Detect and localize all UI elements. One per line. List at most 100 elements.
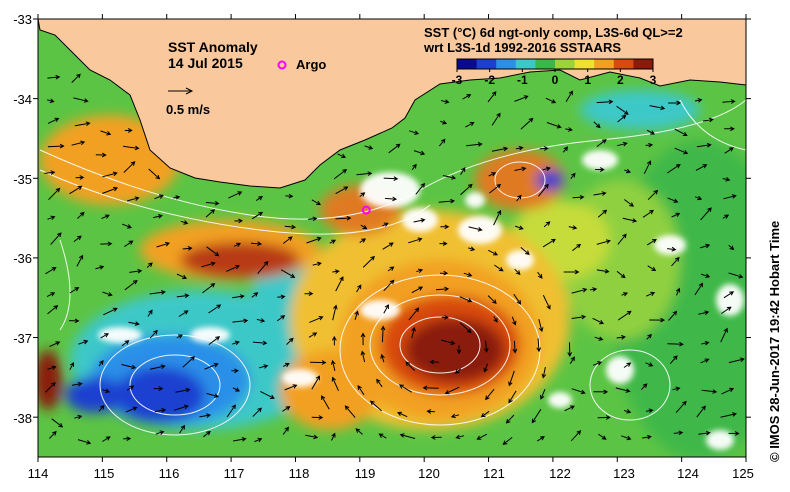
product-description-1: SST (°C) 6d ngt-only comp, L3S-6d QL>=2	[424, 25, 683, 40]
velocity-arrow	[121, 364, 137, 370]
velocity-arrow	[537, 271, 543, 279]
velocity-arrow	[102, 436, 111, 442]
velocity-arrow	[309, 316, 324, 323]
velocity-arrow	[335, 186, 349, 195]
velocity-arrow	[208, 336, 221, 346]
velocity-arrow	[491, 112, 501, 126]
x-tick-label: 122	[549, 466, 571, 481]
velocity-arrow	[696, 405, 706, 418]
y-tick-label: -34	[13, 92, 32, 107]
velocity-arrow	[668, 100, 682, 106]
velocity-arrow	[102, 186, 119, 194]
velocity-arrow	[562, 146, 569, 153]
velocity-arrow	[430, 435, 442, 440]
velocity-arrow	[701, 389, 718, 394]
velocity-arrow	[440, 120, 448, 125]
velocity-arrow	[671, 212, 681, 218]
velocity-arrow	[208, 304, 222, 314]
side-credit: © IMOS 28-Jun-2017 19:42 Hobart Time	[767, 221, 782, 462]
velocity-arrow	[426, 409, 435, 414]
velocity-arrow	[567, 342, 573, 358]
velocity-arrow	[388, 143, 401, 154]
velocity-arrow	[311, 375, 321, 390]
velocity-arrow	[73, 97, 89, 103]
velocity-arrow	[103, 307, 118, 316]
argo-legend-marker	[277, 60, 287, 70]
velocity-arrow	[250, 241, 263, 247]
velocity-arrow	[124, 279, 138, 291]
velocity-arrow	[488, 249, 499, 256]
velocity-arrow	[382, 222, 389, 227]
velocity-arrow	[44, 170, 56, 175]
velocity-arrow	[565, 90, 573, 102]
velocity-arrow	[308, 216, 318, 222]
velocity-arrow	[173, 404, 189, 411]
x-tick-label: 118	[289, 466, 310, 481]
velocity-arrow	[493, 209, 502, 226]
velocity-arrow	[362, 255, 375, 268]
velocity-arrow	[440, 99, 450, 104]
velocity-arrow	[182, 356, 196, 368]
velocity-arrow	[50, 232, 62, 245]
velocity-arrow	[232, 318, 249, 324]
velocity-arrow	[45, 381, 56, 393]
velocity-arrow	[127, 196, 140, 202]
velocity-arrow	[308, 332, 318, 338]
colorbar-segment	[594, 59, 615, 69]
velocity-arrow	[102, 291, 113, 297]
velocity-arrow	[489, 183, 502, 194]
x-tick-label: 121	[483, 466, 505, 481]
velocity-arrow	[624, 168, 631, 174]
velocity-arrow	[508, 390, 517, 404]
velocity-arrow	[646, 238, 657, 246]
velocity-arrow	[514, 95, 529, 102]
velocity-arrow	[545, 97, 557, 104]
velocity-arrow	[617, 310, 632, 321]
velocity-arrow	[616, 105, 629, 115]
velocity-arrow	[382, 242, 394, 250]
velocity-arrow	[71, 381, 83, 387]
velocity-arrow	[571, 388, 586, 395]
velocity-arrow	[47, 305, 59, 315]
velocity-arrow	[256, 318, 266, 323]
velocity-arrow	[702, 117, 714, 123]
velocity-arrow	[645, 362, 654, 367]
velocity-arrow	[337, 153, 347, 159]
velocity-arrow	[182, 246, 193, 251]
velocity-arrow	[621, 435, 632, 441]
velocity-arrow	[387, 266, 395, 272]
velocity-arrow	[147, 309, 153, 317]
velocity-arrow	[124, 128, 133, 133]
velocity-arrow	[456, 345, 462, 355]
velocity-arrow	[75, 175, 85, 180]
map-title: SST Anomaly	[168, 39, 258, 55]
x-axis-labels: 114 115 116 117 118 119 120 121 122 123 …	[28, 466, 754, 481]
velocity-arrow	[46, 98, 55, 104]
velocity-arrow	[330, 359, 336, 372]
y-tick-label: -36	[13, 251, 32, 266]
velocity-arrow	[69, 185, 83, 195]
velocity-arrow	[721, 306, 732, 314]
x-tick-label: 117	[224, 466, 245, 481]
velocity-arrow	[153, 386, 164, 391]
velocity-arrow	[77, 439, 92, 445]
velocity-arrow	[331, 432, 336, 441]
colorbar-tick-label: 2	[617, 73, 624, 87]
x-tick-label: 120	[418, 466, 440, 481]
colorbar-segment	[574, 59, 595, 69]
velocity-arrow	[122, 223, 132, 229]
velocity-arrow	[595, 167, 605, 172]
velocity-arrow	[667, 246, 677, 252]
velocity-arrow	[460, 183, 473, 196]
velocity-arrow	[701, 340, 710, 346]
velocity-arrow	[123, 145, 140, 151]
velocity-arrow	[101, 214, 110, 219]
velocity-arrow	[515, 225, 524, 230]
velocity-arrow	[378, 433, 387, 439]
velocity-arrow	[232, 387, 241, 392]
velocity-arrow	[357, 385, 365, 396]
velocity-arrow	[624, 199, 635, 207]
product-description-2: wrt L3S-1d 1992-2016 SSTAARS	[423, 40, 621, 55]
y-tick-label: -33	[13, 12, 32, 27]
velocity-arrow	[47, 117, 60, 124]
